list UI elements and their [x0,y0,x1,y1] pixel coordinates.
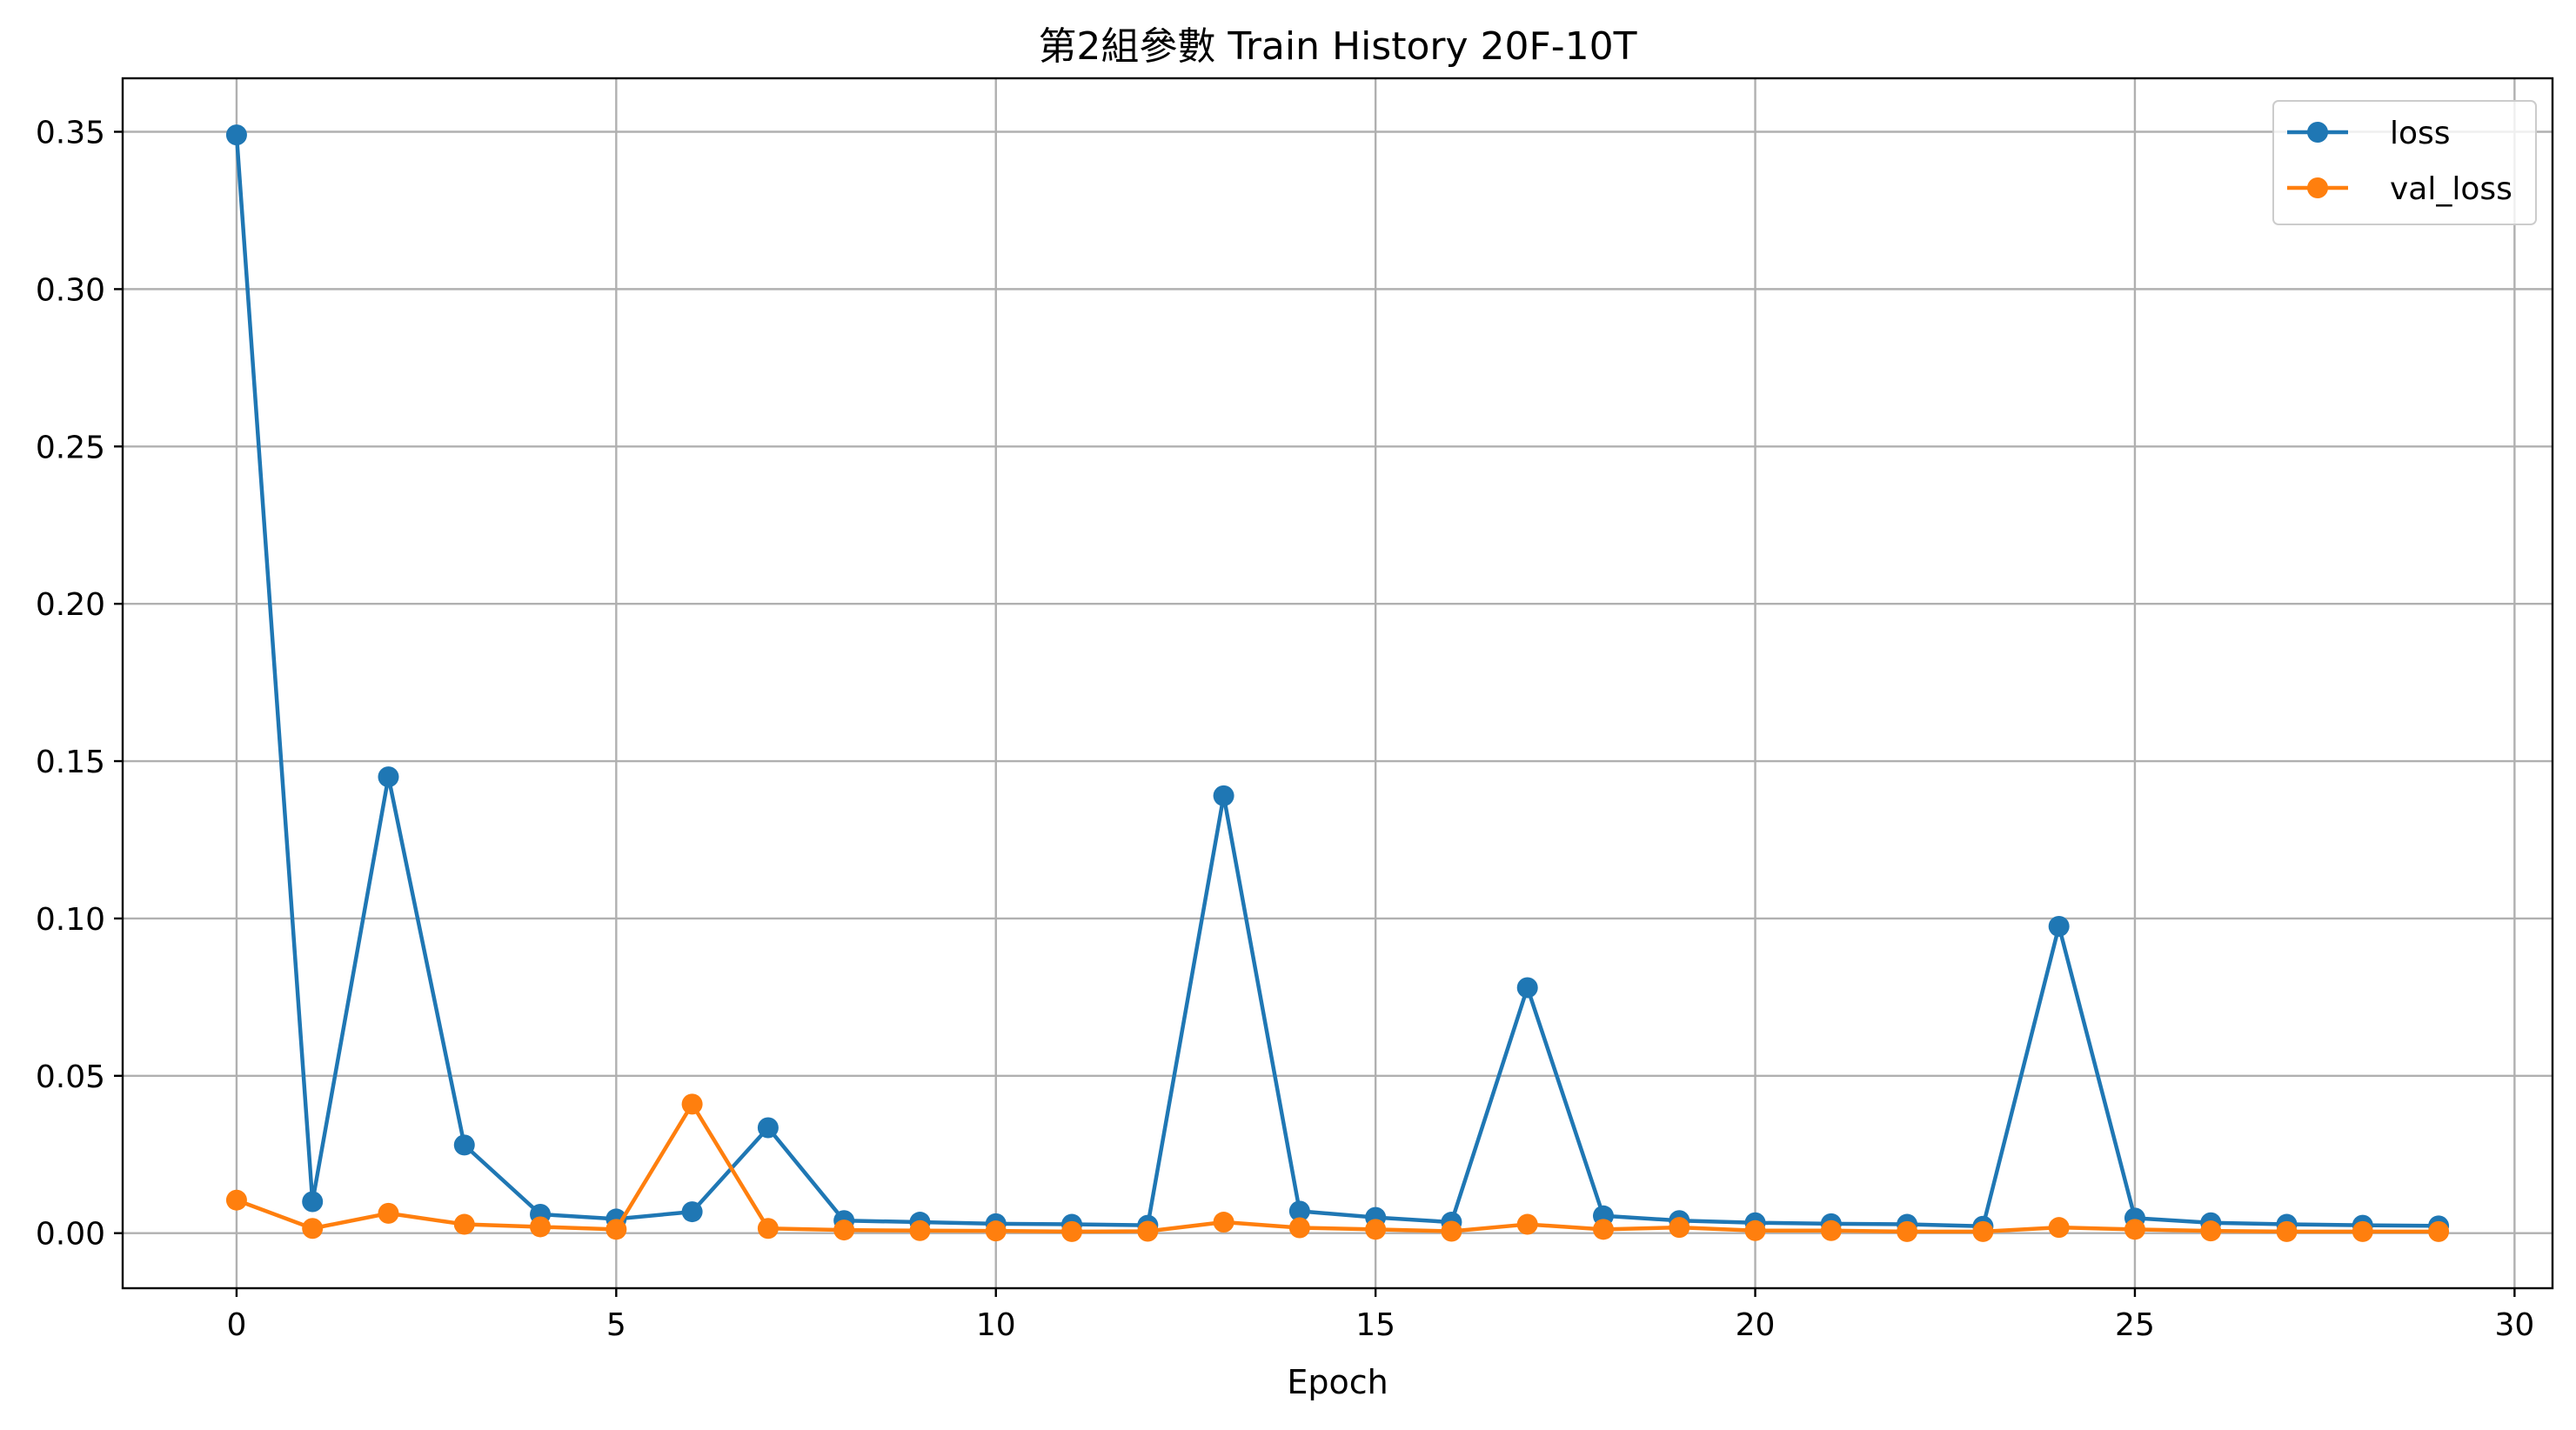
y-tick-label: 0.30 [36,272,105,308]
data-point [453,1213,475,1235]
data-point [1213,1212,1234,1233]
data-point [1592,1219,1614,1240]
data-point [681,1093,703,1115]
data-point [2276,1220,2298,1242]
x-tick-label: 25 [2115,1307,2155,1343]
legend-marker [2307,122,2328,143]
chart-title: 第2組參數 Train History 20F-10T [1038,24,1636,69]
data-point [302,1218,324,1240]
data-point [1288,1217,1310,1239]
y-tick-label: 0.20 [36,587,105,623]
legend: loss val_loss [2272,100,2537,225]
data-point [2352,1220,2373,1242]
data-point [1441,1220,1462,1242]
data-point [1288,1200,1310,1222]
data-point [2200,1220,2222,1242]
legend-item-loss: loss [2287,116,2451,151]
data-point [1744,1220,1766,1241]
data-point [606,1219,627,1240]
data-point [1213,785,1234,806]
data-point [530,1216,552,1238]
data-point [1972,1220,1994,1242]
axis-ticks: 0 5 10 15 20 25 30 0.00 0.05 0.10 0.15 0.20 0.25 0.30… [36,116,2534,1343]
x-tick-label: 20 [1736,1307,1776,1343]
data-point [2048,915,2070,937]
data-point [1516,1213,1538,1235]
data-point [833,1220,855,1241]
data-point [302,1191,324,1213]
series-layer [225,124,2450,1242]
legend-item-val-loss: val_loss [2287,171,2512,207]
data-point [909,1220,931,1241]
data-point [1137,1220,1159,1242]
data-point [681,1201,703,1223]
x-axis-label: Epoch [1287,1363,1388,1401]
legend-marker [2307,177,2328,198]
x-tick-label: 0 [226,1307,246,1343]
data-point [1669,1217,1690,1239]
data-point [1820,1220,1842,1241]
data-point [2124,1219,2145,1240]
x-tick-label: 5 [606,1307,626,1343]
data-point [757,1218,779,1240]
legend-label: loss [2390,116,2451,151]
data-point [2048,1217,2070,1239]
data-point [1897,1220,1918,1242]
series-line [234,134,2439,1228]
data-point [1516,977,1538,999]
y-tick-label: 0.25 [36,430,105,465]
data-point [1061,1220,1083,1242]
data-point [225,124,247,146]
grid [123,78,2553,1288]
data-point [2428,1220,2450,1242]
y-tick-label: 0.00 [36,1217,105,1253]
x-tick-label: 10 [976,1307,1016,1343]
y-tick-label: 0.15 [36,745,105,780]
x-tick-label: 15 [1355,1307,1395,1343]
data-point [985,1220,1007,1242]
x-tick-label: 30 [2494,1307,2534,1343]
legend-label: val_loss [2390,171,2512,207]
data-point [225,1189,247,1211]
data-point [453,1134,475,1156]
data-point [378,1202,399,1224]
y-tick-label: 0.10 [36,902,105,938]
data-point [378,766,399,788]
y-tick-label: 0.05 [36,1059,105,1095]
plot-frame [121,77,2554,1290]
series-line [236,1102,2439,1234]
data-point [1365,1219,1387,1240]
data-point [757,1117,779,1139]
series-val-loss [225,1093,2450,1242]
y-tick-label: 0.35 [36,116,105,151]
